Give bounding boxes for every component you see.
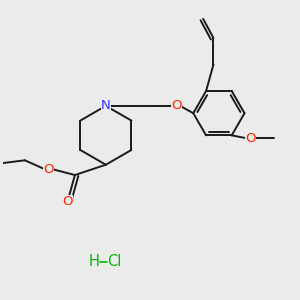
Text: N: N [101, 99, 111, 112]
Text: O: O [171, 99, 181, 112]
Text: O: O [246, 132, 256, 145]
Text: H: H [88, 254, 100, 269]
Text: Cl: Cl [107, 254, 122, 269]
Text: O: O [43, 163, 54, 176]
Text: O: O [62, 195, 73, 208]
